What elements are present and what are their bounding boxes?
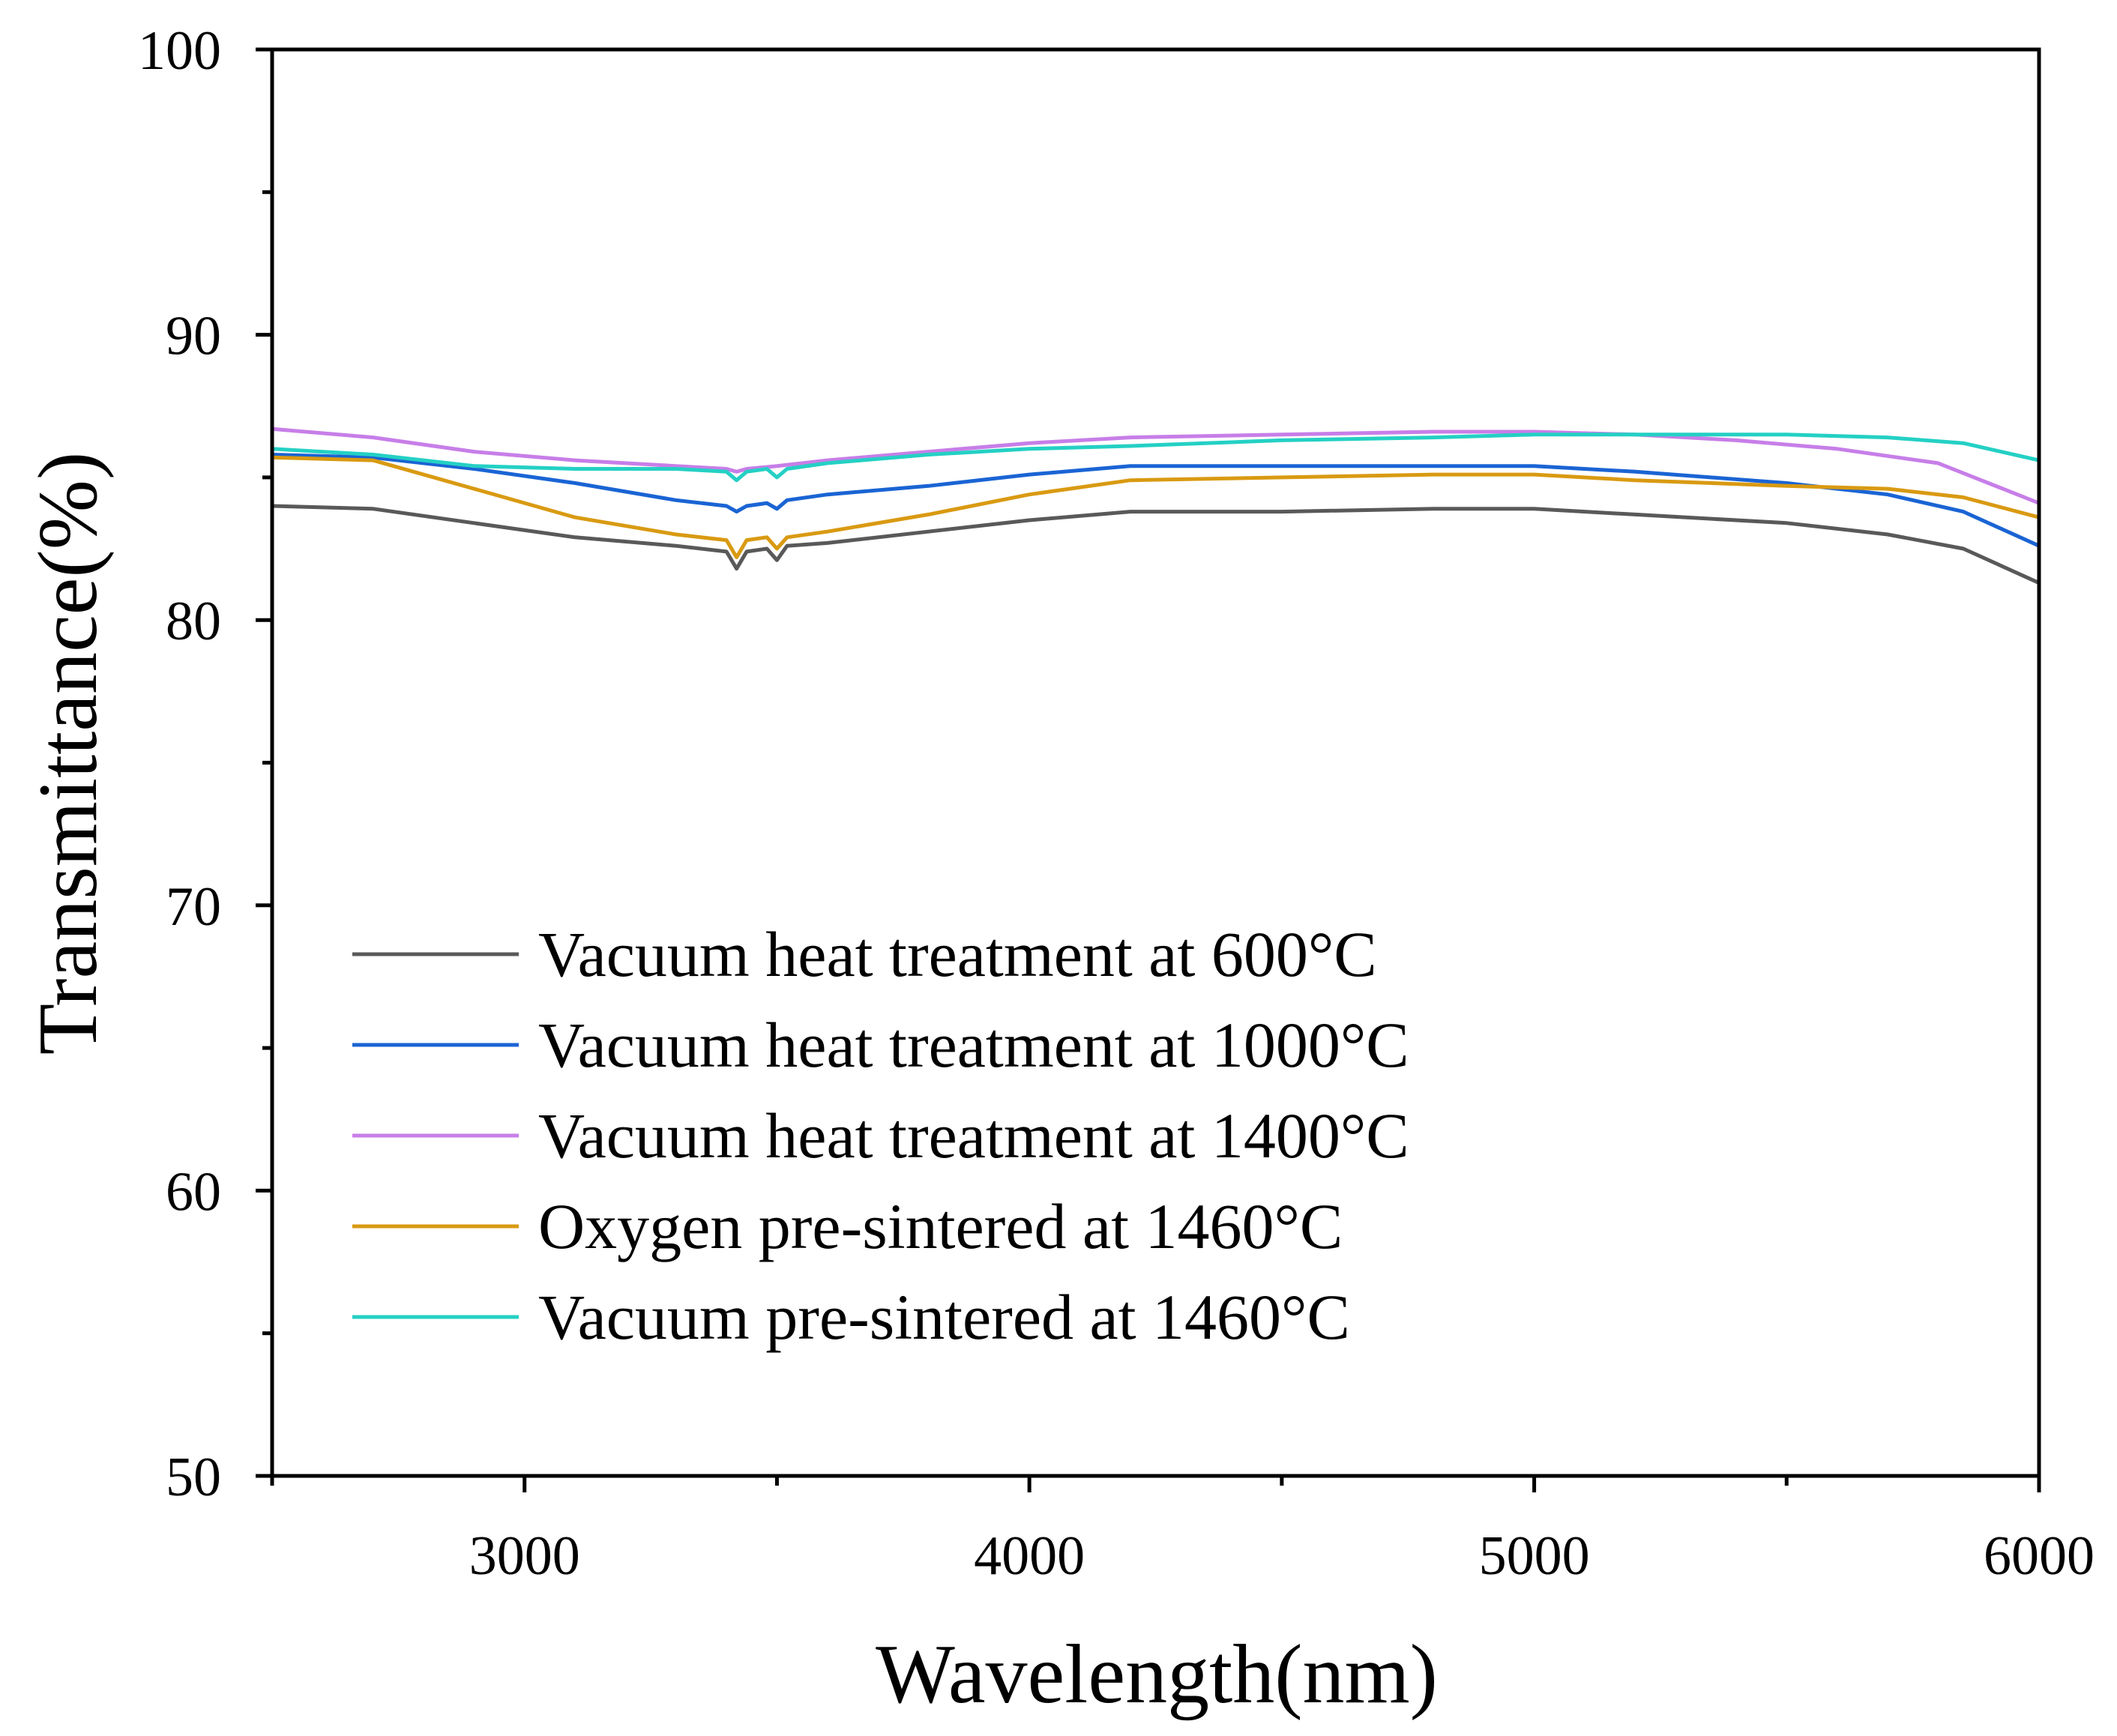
x-axis-title: Wavelength(nm): [876, 1628, 1438, 1721]
y-tick-label: 90: [166, 306, 221, 367]
x-tick-label: 3000: [469, 1525, 580, 1587]
legend-label-2: Vacuum heat treatment at 1000°C: [538, 1009, 1409, 1081]
series-line-3: [270, 427, 2041, 505]
y-tick-label: 100: [138, 20, 221, 82]
x-axis-tick-labels: 3000 4000 5000 6000: [469, 1525, 2095, 1587]
legend: Vacuum heat treatment at 600°C Vacuum hea…: [352, 918, 1409, 1353]
legend-label-3: Vacuum heat treatment at 1400°C: [538, 1100, 1409, 1172]
x-tick-label: 4000: [974, 1525, 1085, 1587]
y-tick-label: 80: [166, 591, 221, 652]
legend-label-4: Oxygen pre-sintered at 1460°C: [538, 1190, 1343, 1262]
y-axis-title: Transmittance(%): [22, 452, 115, 1055]
series-line-1: [270, 504, 2041, 585]
y-tick-label: 70: [166, 876, 221, 938]
legend-label-5: Vacuum pre-sintered at 1460°C: [538, 1281, 1350, 1353]
series-line-4: [270, 455, 2041, 559]
y-axis-tick-labels: 50 60 70 80 90 100: [138, 20, 221, 1508]
y-tick-label: 60: [166, 1161, 221, 1223]
series-line-5: [270, 433, 2041, 483]
x-axis-ticks: [270, 1476, 2041, 1492]
legend-label-1: Vacuum heat treatment at 600°C: [538, 918, 1377, 990]
x-tick-label: 5000: [1479, 1525, 1590, 1587]
series-line-2: [270, 453, 2041, 548]
y-tick-label: 50: [166, 1447, 221, 1508]
y-axis-ticks: [256, 47, 272, 1478]
x-tick-label: 6000: [1984, 1525, 2095, 1587]
series-layer: [270, 427, 2041, 585]
